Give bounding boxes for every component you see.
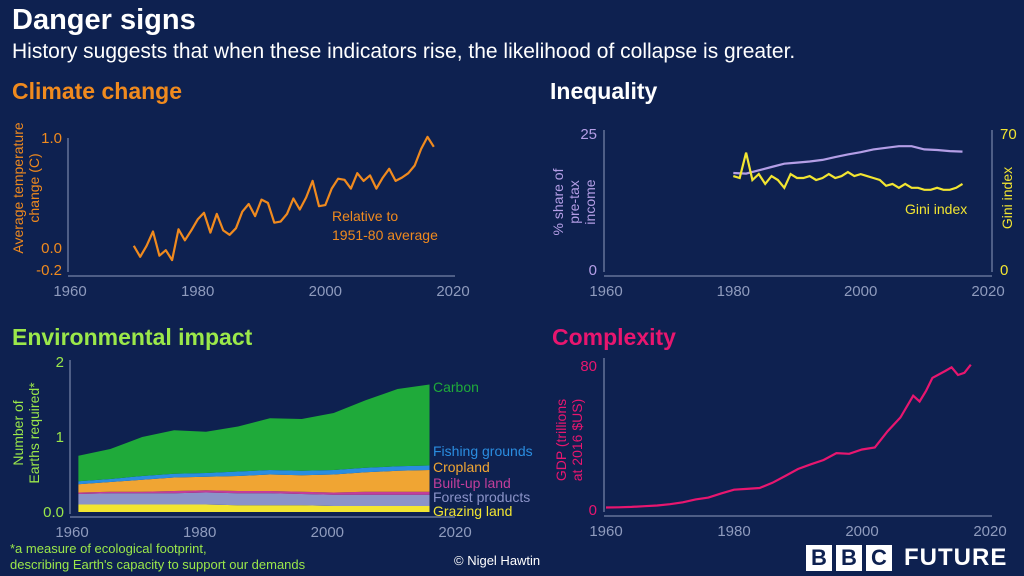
logo-letter-c: C <box>866 545 892 571</box>
y-axis-label: Number ofEarths required* <box>10 382 42 484</box>
inequality-title: Inequality <box>550 78 658 104</box>
y-axis-label: Average temperaturechange (C) <box>10 122 42 253</box>
y-axis-label: % share ofpre-taxincome <box>550 168 598 235</box>
y2-axis-label: Gini index <box>999 167 1015 229</box>
legend-forest-products: Forest products <box>433 489 530 505</box>
x-tick-label: 2020 <box>436 283 469 300</box>
y-tick-label: 0.0 <box>41 240 62 257</box>
environmental-impact-title: Environmental impact <box>12 324 253 350</box>
y-axis-label-line: at 2016 $US) <box>569 399 585 482</box>
x-tick-label: 1980 <box>181 283 214 300</box>
legend-fishing-grounds: Fishing grounds <box>433 443 533 459</box>
gdp-line <box>605 364 972 509</box>
footnote: *a measure of ecological footprint, desc… <box>10 541 305 573</box>
footnote-line-1: *a measure of ecological footprint, <box>10 541 207 556</box>
x-tick-label: 1960 <box>589 283 622 300</box>
y-axis-label-line: Average temperature <box>10 122 26 253</box>
y-tick-label: 0 <box>589 262 597 279</box>
annotation-line-2: 1951-80 average <box>332 227 438 243</box>
area-cropland <box>78 470 430 493</box>
income-share-line <box>733 145 963 175</box>
y-axis-label-line: pre-tax <box>566 180 582 224</box>
x-tick-label: 2020 <box>438 524 471 541</box>
y-tick-label: 1 <box>56 429 64 446</box>
complexity-title: Complexity <box>552 324 676 350</box>
y-axis-label-line: change (C) <box>26 153 42 222</box>
logo-letter-b1: B <box>806 545 832 571</box>
legend-built-up-land: Built-up land <box>433 475 511 491</box>
logo-word: FUTURE <box>904 544 1008 571</box>
y-tick-label: 80 <box>580 358 597 375</box>
x-tick-label: 2000 <box>311 524 344 541</box>
y-tick-label: 1.0 <box>41 130 62 147</box>
credit: © Nigel Hawtin <box>454 553 541 568</box>
y2-axis-label-line: Gini index <box>999 167 1015 229</box>
area-forest-products <box>78 492 430 506</box>
y-axis-label-line: income <box>582 179 598 224</box>
y-tick-label: -0.2 <box>36 262 62 279</box>
x-tick-label: 2000 <box>845 523 878 540</box>
area-built-up-land <box>78 490 430 495</box>
climate-change-title: Climate change <box>12 78 182 104</box>
x-tick-label: 2000 <box>844 283 877 300</box>
x-tick-label: 2020 <box>973 523 1006 540</box>
footnote-line-2: describing Earth's capacity to support o… <box>10 557 306 572</box>
x-tick-label: 2020 <box>971 283 1004 300</box>
y-tick-label: 25 <box>580 126 597 143</box>
y-tick-label: 2 <box>56 354 64 371</box>
gini-label: Gini index <box>905 201 967 217</box>
temperature-line <box>132 135 435 262</box>
y-tick-label: 0 <box>589 502 597 519</box>
y-tick-label: 0.0 <box>43 504 64 521</box>
page-title: Danger signs <box>12 4 196 36</box>
x-tick-label: 1980 <box>717 523 750 540</box>
y-axis-label-line: Number of <box>10 400 26 465</box>
y2-tick-label: 0 <box>1000 262 1008 279</box>
logo-letter-b2: B <box>836 545 862 571</box>
area-fishing-grounds <box>78 465 430 485</box>
x-tick-label: 1980 <box>183 524 216 541</box>
annotation-line-1: Relative to <box>332 208 398 224</box>
x-tick-label: 1960 <box>55 524 88 541</box>
x-tick-label: 1960 <box>589 523 622 540</box>
bbc-future-logo: B B C FUTURE <box>806 544 1007 572</box>
y-axis-label: GDP (trillionsat 2016 $US) <box>553 399 585 482</box>
legend-grazing-land: Grazing land <box>433 503 512 519</box>
x-tick-label: 1960 <box>53 283 86 300</box>
y-axis-label-line: % share of <box>550 168 566 235</box>
area-grazing-land <box>78 504 430 512</box>
y-axis-label-line: Earths required* <box>26 382 42 484</box>
legend-cropland: Cropland <box>433 459 490 475</box>
x-tick-label: 2000 <box>309 283 342 300</box>
x-tick-label: 1980 <box>717 283 750 300</box>
gini-line <box>732 152 964 191</box>
legend-carbon: Carbon <box>433 379 479 395</box>
page-subtitle: History suggests that when these indicat… <box>12 40 796 63</box>
y2-tick-label: 70 <box>1000 126 1017 143</box>
area-carbon <box>78 384 430 482</box>
y-axis-label-line: GDP (trillions <box>553 399 569 481</box>
